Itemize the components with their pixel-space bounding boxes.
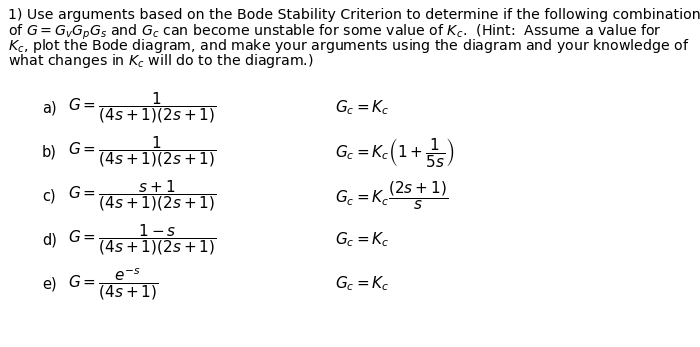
Text: e): e) — [42, 277, 57, 291]
Text: $G = \dfrac{1}{(4s+1)(2s+1)}$: $G = \dfrac{1}{(4s+1)(2s+1)}$ — [68, 91, 216, 125]
Text: $G_c = K_c\dfrac{(2s+1)}{s}$: $G_c = K_c\dfrac{(2s+1)}{s}$ — [335, 180, 448, 212]
Text: $K_c$, plot the Bode diagram, and make your arguments using the diagram and your: $K_c$, plot the Bode diagram, and make y… — [8, 37, 690, 55]
Text: 1) Use arguments based on the Bode Stability Criterion to determine if the follo: 1) Use arguments based on the Bode Stabi… — [8, 8, 700, 22]
Text: b): b) — [42, 144, 57, 160]
Text: d): d) — [42, 232, 57, 247]
Text: of $G = G_v G_p G_s$ and $G_c$ can become unstable for some value of $K_c$.  (Hi: of $G = G_v G_p G_s$ and $G_c$ can becom… — [8, 23, 662, 42]
Text: what changes in $K_c$ will do to the diagram.): what changes in $K_c$ will do to the dia… — [8, 51, 314, 69]
Text: $G = \dfrac{1-s}{(4s+1)(2s+1)}$: $G = \dfrac{1-s}{(4s+1)(2s+1)}$ — [68, 223, 216, 257]
Text: $G_c = K_c$: $G_c = K_c$ — [335, 99, 390, 117]
Text: $G = \dfrac{s+1}{(4s+1)(2s+1)}$: $G = \dfrac{s+1}{(4s+1)(2s+1)}$ — [68, 179, 216, 213]
Text: c): c) — [42, 188, 55, 203]
Text: $G_c = K_c$: $G_c = K_c$ — [335, 231, 390, 249]
Text: $G_c = K_c\left(1 + \dfrac{1}{5s}\right)$: $G_c = K_c\left(1 + \dfrac{1}{5s}\right)… — [335, 135, 454, 169]
Text: $G = \dfrac{e^{-s}}{(4s+1)}$: $G = \dfrac{e^{-s}}{(4s+1)}$ — [68, 266, 158, 302]
Text: $G = \dfrac{1}{(4s+1)(2s+1)}$: $G = \dfrac{1}{(4s+1)(2s+1)}$ — [68, 135, 216, 169]
Text: a): a) — [42, 101, 57, 116]
Text: $G_c = K_c$: $G_c = K_c$ — [335, 274, 390, 293]
